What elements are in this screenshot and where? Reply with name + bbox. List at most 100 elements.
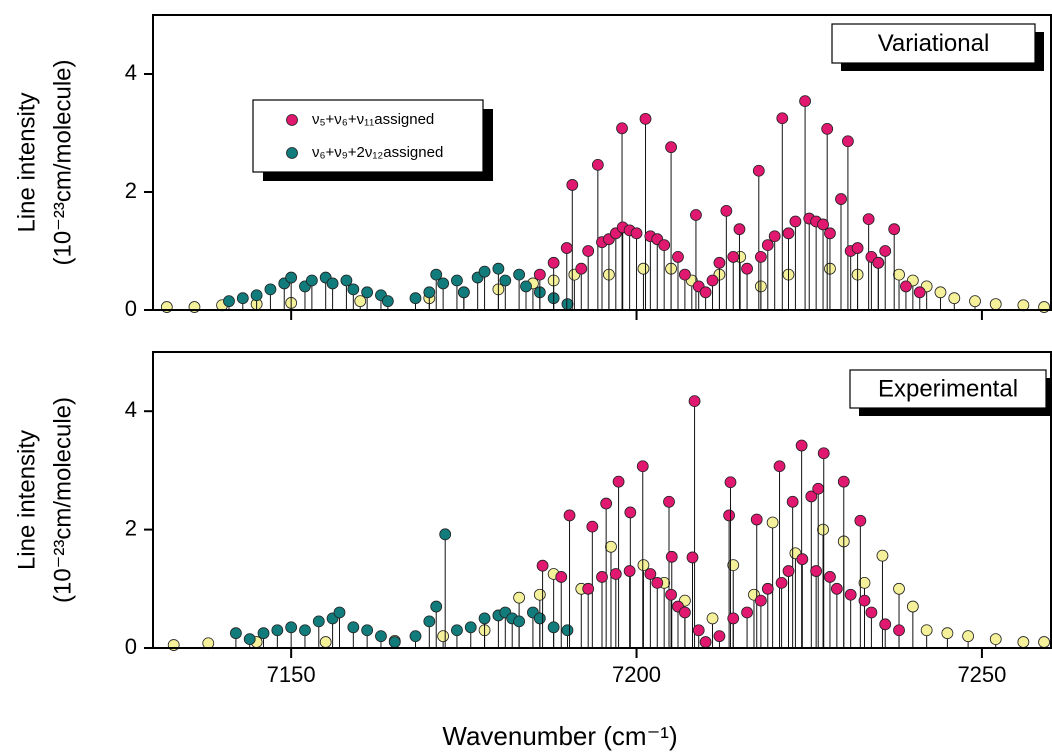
y-axis-label: (10⁻²³cm/molecule) [49,397,76,603]
marker [741,606,753,619]
marker [941,627,954,640]
marker [796,553,809,566]
marker [582,245,595,257]
marker [591,158,604,171]
marker [752,164,765,177]
marker [513,615,526,628]
marker [686,551,699,564]
marker [699,286,712,299]
marker [782,565,795,577]
marker [257,627,270,640]
plot-frame [152,14,1052,311]
marker [605,540,617,553]
marker [658,239,671,252]
marker [451,624,463,637]
y-tick-label: 4 [125,397,137,422]
marker [727,250,740,263]
marker [913,286,926,299]
marker [644,568,657,580]
marker [285,621,298,634]
marker [872,256,885,269]
marker [409,630,422,643]
marker [561,298,574,311]
marker [223,295,235,308]
marker [837,475,850,488]
marker [243,633,256,646]
marker [862,213,875,226]
y-tick-label: 2 [125,178,137,203]
marker [989,298,1002,311]
marker [636,460,649,473]
marker [547,256,560,269]
marker [596,571,608,583]
marker [409,292,422,305]
marker [637,262,650,275]
x-tick-label: 7250 [957,662,1006,687]
marker [451,274,463,287]
marker [688,395,701,408]
marker [934,286,947,299]
marker [817,447,830,460]
marker [865,606,878,619]
legend-marker [286,147,298,159]
marker [513,591,526,604]
marker [319,636,332,648]
marker [948,292,961,305]
marker [782,227,795,240]
marker [388,636,401,648]
marker [609,568,622,580]
legend-label: ν₆+ν₉+2ν₁₂assigned [312,144,443,161]
marker [858,576,871,589]
marker [821,122,834,135]
marker [817,523,829,536]
marker [536,559,549,572]
marker [566,179,579,191]
marker [766,516,779,529]
marker [271,624,284,637]
marker [824,227,836,240]
marker [340,274,353,287]
marker [720,204,733,217]
marker [989,633,1002,646]
series [533,95,926,310]
marker [724,476,737,489]
marker [824,571,836,583]
marker [830,582,843,595]
series [229,528,574,648]
marker [817,218,829,231]
marker [423,615,436,628]
y-axis-label: Line intensity [13,92,40,232]
marker [706,274,719,287]
marker [761,582,774,595]
marker [1017,636,1030,648]
marker [600,497,613,510]
marker [768,230,781,243]
marker [347,621,360,634]
marker [478,612,491,625]
marker [312,615,325,628]
x-axis-label: Wavenumber (cm⁻¹) [442,721,677,751]
marker [563,509,576,522]
marker [692,624,705,637]
marker [586,520,599,533]
marker [858,594,871,607]
marker [616,122,628,135]
y-tick-label: 2 [125,515,137,540]
marker [969,295,981,308]
marker [326,277,339,290]
marker [672,250,684,263]
marker [893,624,905,637]
marker [381,295,394,308]
marker [464,621,477,634]
series [223,262,574,311]
marker [750,513,763,526]
marker [430,600,443,613]
marker [623,565,636,577]
marker [651,576,664,589]
marker [437,277,450,290]
marker [520,280,532,293]
y-tick-label: 0 [125,634,137,659]
legend [252,99,484,173]
